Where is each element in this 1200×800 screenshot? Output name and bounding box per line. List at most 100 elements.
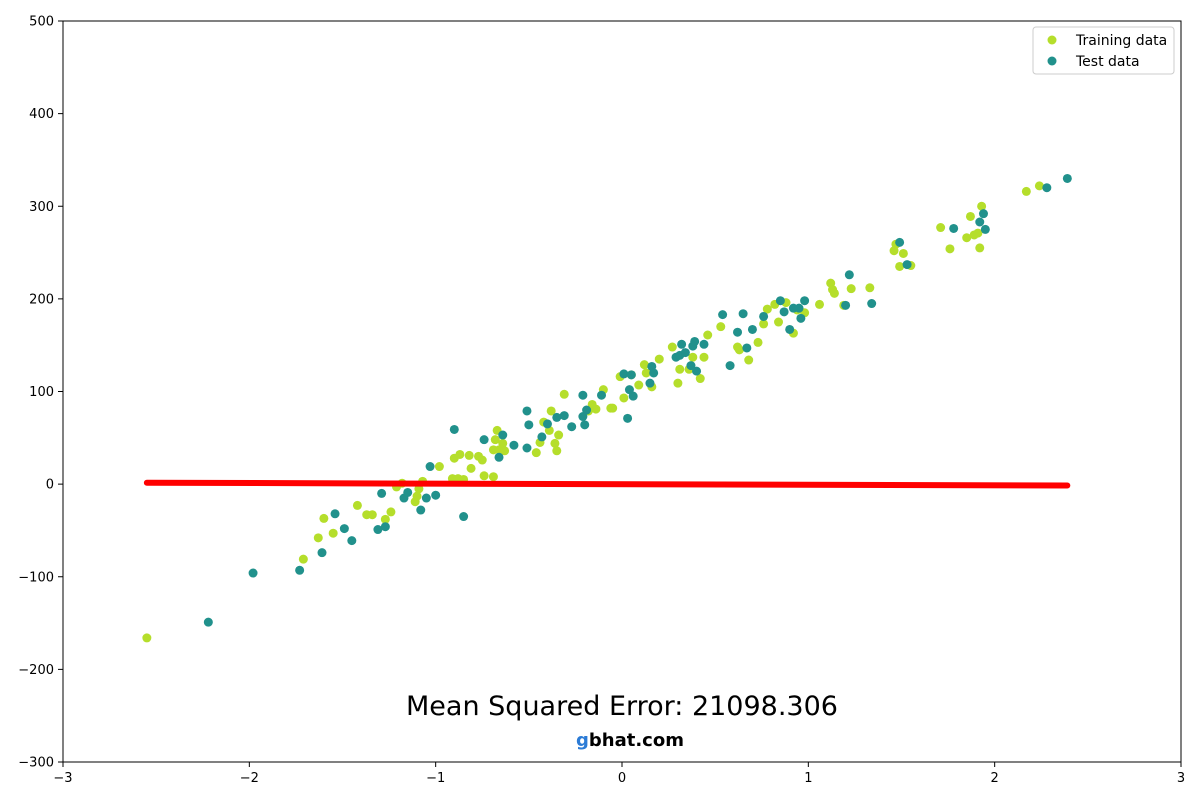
test-data-point: [980, 224, 990, 234]
test-data-point: [733, 327, 743, 337]
test-data-point: [425, 462, 435, 472]
training-data-point: [695, 374, 705, 384]
test-data-point: [800, 296, 810, 306]
training-data-point: [488, 472, 498, 482]
test-data-point: [537, 432, 547, 442]
training-data-point: [829, 288, 839, 298]
training-data-point: [531, 448, 541, 458]
training-data-point: [962, 233, 972, 243]
test-data-point: [416, 505, 426, 515]
training-data-point: [490, 435, 500, 445]
test-data-point: [431, 490, 441, 500]
test-data-point: [559, 411, 569, 421]
test-data-point: [738, 309, 748, 319]
training-data-point: [550, 438, 560, 448]
test-data-point: [841, 300, 851, 310]
training-data-point: [965, 211, 975, 221]
test-data-point: [747, 324, 757, 334]
training-data-point: [328, 528, 338, 538]
legend-marker-test: [1047, 56, 1057, 66]
training-data-point: [380, 514, 390, 524]
y-tick-label: 200: [29, 292, 54, 307]
test-data-point: [347, 536, 357, 546]
test-data-point: [844, 270, 854, 280]
training-data-point: [352, 500, 362, 510]
training-data-point: [667, 342, 677, 352]
training-data-point: [975, 243, 985, 253]
test-data-point: [248, 568, 258, 578]
training-data-point: [865, 283, 875, 293]
y-tick-label: 0: [46, 478, 54, 493]
test-data-point: [796, 313, 806, 323]
test-data-point: [867, 299, 877, 309]
training-data-point: [673, 378, 683, 388]
test-data-point: [567, 422, 577, 432]
test-data-point: [1062, 173, 1072, 183]
training-data-point: [945, 244, 955, 254]
training-data-points: [142, 181, 1044, 643]
test-data-point: [619, 369, 629, 379]
test-data-point: [794, 303, 804, 313]
test-data-point: [718, 310, 728, 320]
test-data-point: [692, 366, 702, 376]
watermark-rest: bhat.com: [589, 730, 684, 751]
test-data-point: [373, 525, 383, 535]
test-data-point: [785, 324, 795, 334]
training-data-point: [552, 446, 562, 456]
x-tick-label: 1: [804, 771, 812, 786]
test-data-point: [775, 296, 785, 306]
training-data-point: [762, 304, 772, 314]
test-data-point: [978, 209, 988, 219]
y-tick-label: 100: [29, 385, 54, 400]
legend-box: [1032, 26, 1175, 75]
x-tick-label: 3: [1177, 771, 1185, 786]
test-data-point: [580, 420, 590, 430]
test-data-point: [421, 493, 431, 503]
legend-label-training: Training data: [1075, 33, 1167, 49]
test-data-point: [725, 361, 735, 371]
watermark: gbhat.com: [576, 730, 684, 751]
training-data-point: [319, 513, 329, 523]
test-data-point: [449, 424, 459, 434]
x-tick-label: 0: [618, 771, 626, 786]
training-data-point: [699, 352, 709, 362]
watermark-first-letter: g: [576, 730, 589, 751]
training-data-point: [367, 510, 377, 520]
training-data-point: [313, 533, 323, 543]
training-data-point: [434, 462, 444, 472]
y-tick-label: 500: [29, 15, 54, 30]
training-data-point: [936, 223, 946, 233]
x-tick-label: −2: [240, 771, 259, 786]
training-data-point: [559, 389, 569, 399]
test-data-point: [949, 223, 959, 233]
training-data-point: [591, 404, 601, 414]
test-data-point: [339, 524, 349, 534]
training-data-point: [815, 299, 825, 309]
test-data-point: [895, 237, 905, 247]
test-data-point: [494, 452, 504, 462]
test-data-point: [680, 348, 690, 358]
test-data-point: [699, 339, 709, 349]
training-data-point: [846, 284, 856, 294]
training-data-point: [479, 471, 489, 481]
training-data-point: [608, 403, 618, 413]
test-data-point: [498, 430, 508, 440]
test-data-point: [522, 443, 532, 453]
test-data-point: [779, 307, 789, 317]
training-data-point: [412, 491, 422, 501]
test-data-point: [677, 339, 687, 349]
y-tick-label: −300: [18, 756, 54, 771]
training-data-point: [500, 446, 510, 456]
x-tick-label: −3: [53, 771, 72, 786]
x-tick-label: 2: [991, 771, 999, 786]
test-data-point: [690, 336, 700, 346]
test-data-point: [578, 390, 588, 400]
x-axis: −3 −2 −1 0 1 2 3: [53, 762, 1185, 786]
plot-frame: [62, 20, 1182, 763]
test-data-points: [203, 173, 1072, 627]
training-data-point: [298, 554, 308, 564]
test-data-point: [975, 217, 985, 227]
prediction-line-group: [143, 479, 1071, 489]
training-data-point: [634, 380, 644, 390]
training-data-point: [619, 393, 629, 403]
